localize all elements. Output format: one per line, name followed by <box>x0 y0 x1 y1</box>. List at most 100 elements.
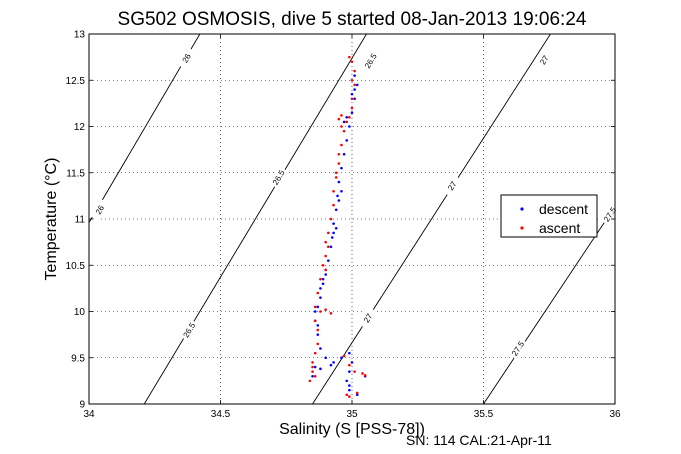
descent-point <box>336 194 339 198</box>
contour-line-26 <box>89 34 201 223</box>
ascent-point <box>311 361 314 364</box>
descent-point <box>348 388 351 392</box>
ascent-point <box>348 363 351 367</box>
y-tick-label: 13 <box>74 30 86 41</box>
descent-point <box>345 139 349 142</box>
y-tick-label: 11.5 <box>66 168 85 179</box>
descent-point <box>337 199 341 202</box>
descent-point <box>355 393 359 397</box>
y-tick-label: 12 <box>74 122 86 133</box>
ascent-point <box>337 162 341 165</box>
y-axis-label: Temperature (°C) <box>43 158 60 281</box>
descent-point <box>353 74 356 77</box>
legend-marker-ascent <box>520 226 524 230</box>
ascent-point <box>324 254 328 258</box>
contour-label: 27 <box>441 174 462 197</box>
contour-label-bg <box>441 174 462 197</box>
ascent-point <box>361 372 364 375</box>
ascent-point <box>340 114 343 117</box>
ascent-point <box>329 217 333 221</box>
ascent-point <box>348 395 351 398</box>
ascent-point <box>345 393 349 397</box>
descent-point <box>311 374 314 378</box>
ascent-point <box>324 308 328 311</box>
descent-point <box>340 189 343 193</box>
x-axis-label: Salinity (S [PSS-78]) <box>279 421 425 438</box>
descent-point <box>319 287 322 290</box>
contour-line-27 <box>312 34 552 404</box>
ascent-point <box>327 245 330 249</box>
y-tick-label: 10.5 <box>66 261 86 272</box>
ascent-point <box>311 370 314 373</box>
ascent-point <box>345 120 349 124</box>
descent-point <box>329 245 333 249</box>
y-tick-label: 12.5 <box>66 76 86 87</box>
axis-ticks: 34 34.5 35 35.5 36 9 9.5 10 10.5 11 11.5 12 12.5 13 <box>66 30 621 421</box>
ascent-point <box>348 115 351 119</box>
ascent-point <box>327 231 330 235</box>
descent-point <box>334 226 338 230</box>
legend: descent ascent <box>500 194 598 238</box>
contour-label-bg <box>176 46 196 70</box>
ascent-point <box>350 60 354 64</box>
contour-label-bg <box>268 165 288 189</box>
ascent-point <box>353 83 356 87</box>
ascent-point <box>350 78 354 82</box>
ascent-point <box>316 342 320 346</box>
descent-point <box>340 166 343 170</box>
ascent-point <box>334 171 338 175</box>
ascent-point <box>324 240 328 244</box>
descent-point <box>355 83 359 87</box>
descent-point <box>332 222 335 225</box>
descent-point <box>329 363 333 367</box>
descent-point <box>348 125 351 128</box>
ascent-point <box>316 291 320 295</box>
contour-label-bg <box>360 49 380 72</box>
ascent-point <box>332 203 335 207</box>
contour-label-bg <box>357 306 378 330</box>
ascent-point <box>332 189 335 193</box>
x-tick-label: 36 <box>609 409 621 420</box>
ascent-point <box>342 354 346 358</box>
descent-point <box>319 347 322 350</box>
y-tick-label: 9 <box>79 400 85 411</box>
descent-point <box>353 97 356 101</box>
descent-point <box>334 208 338 212</box>
data-series <box>308 55 367 398</box>
descent-point <box>348 351 351 355</box>
x-tick-label: 34 <box>83 409 95 420</box>
contour-label: 26 <box>89 198 109 221</box>
ascent-point <box>313 351 317 355</box>
contour-label: 27 <box>357 306 378 330</box>
descent-point <box>342 120 346 124</box>
contour-label: 27 <box>533 48 554 72</box>
ascent-point <box>329 312 333 315</box>
descent-point <box>350 111 354 114</box>
ascent-point <box>340 143 343 147</box>
ascent-point <box>334 176 338 179</box>
descent-point <box>337 180 341 184</box>
x-tick-label: 34.5 <box>211 409 231 420</box>
descent-point <box>340 356 343 360</box>
legend-label-descent: descent <box>539 201 588 217</box>
contour-line-26-5 <box>143 34 368 404</box>
descent-point <box>353 88 356 91</box>
descent-point <box>324 273 328 276</box>
ascent-point <box>313 319 317 323</box>
ascent-point <box>308 379 312 383</box>
legend-marker-descent <box>520 207 524 211</box>
descent-point <box>316 324 320 327</box>
ascent-point <box>324 268 328 272</box>
x-tick-label: 35 <box>346 409 358 420</box>
legend-label-ascent: ascent <box>539 220 580 236</box>
descent-point <box>332 231 335 235</box>
descent-point <box>345 379 349 383</box>
descent-point <box>350 361 354 364</box>
ascent-point <box>311 365 314 369</box>
descent-point <box>321 282 325 286</box>
ascent-point <box>342 129 346 133</box>
ascent-point <box>316 328 320 332</box>
ascent-point <box>353 69 356 73</box>
ascent-point <box>350 97 354 101</box>
descent-point <box>313 365 317 369</box>
